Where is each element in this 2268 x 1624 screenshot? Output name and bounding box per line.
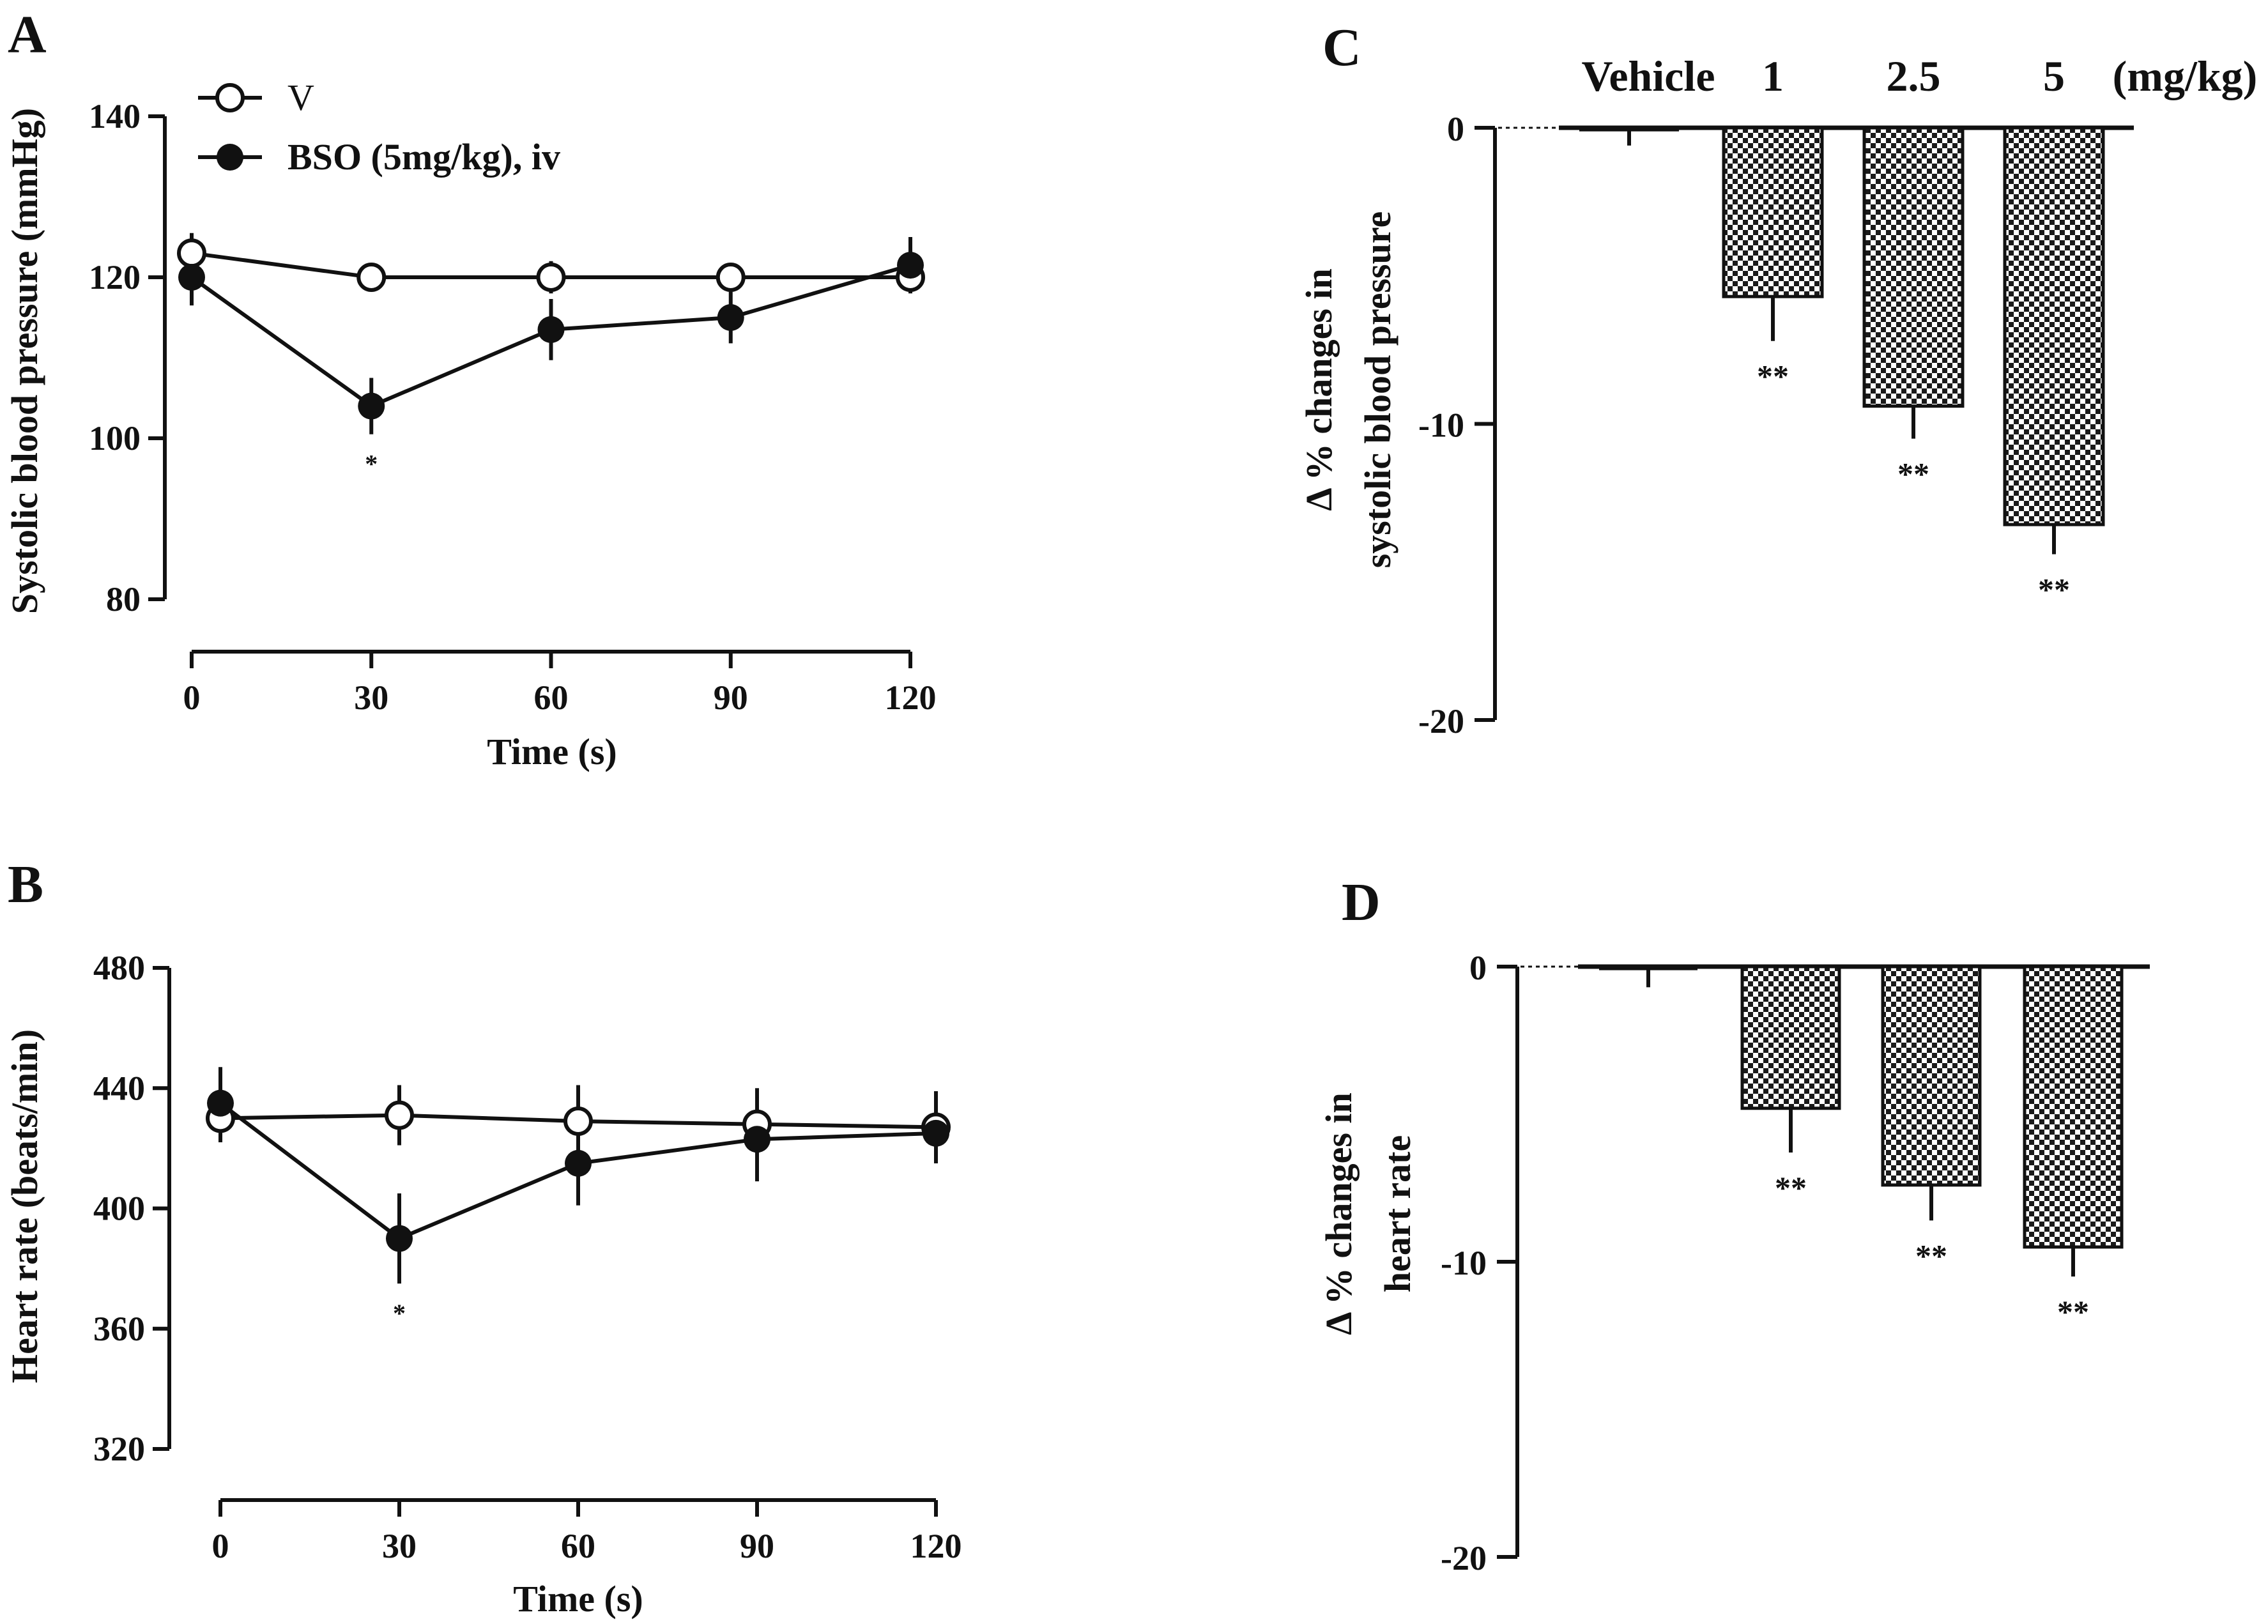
y-tick-label: -10 (1418, 406, 1464, 445)
legend-label-vehicle: V (287, 77, 314, 118)
significance-marker: ** (1897, 456, 1929, 492)
panel-d-ylabel-line1: Δ % changes in (1318, 1092, 1360, 1335)
bar-vehicle (1579, 127, 1679, 132)
panel-c-chart: Vehicle 1 2.5 5 (mg/kg) 0 -10 -20 ** ** ** Δ… (1298, 52, 2257, 740)
y-tick-label: 320 (93, 1430, 145, 1468)
data-point-vehicle (385, 1100, 414, 1130)
panel-letter-c: C (1322, 18, 1361, 77)
data-point-vehicle (536, 263, 566, 292)
y-tick-label: 100 (89, 419, 141, 457)
significance-marker: * (393, 1299, 406, 1328)
data-point-bso (923, 1119, 949, 1147)
y-tick-label: 0 (1469, 949, 1487, 987)
data-point-vehicle (356, 263, 387, 292)
panel-letter-a: A (8, 5, 47, 65)
dose-label-vehicle: Vehicle (1581, 52, 1715, 100)
panel-letter-b: B (8, 855, 43, 914)
dose-label-2-5: 2.5 (1887, 52, 1941, 100)
dose-label-unit: (mg/kg) (2113, 52, 2258, 100)
y-tick-label: -10 (1441, 1244, 1487, 1282)
legend: V BSO (5mg/kg), iv (198, 77, 560, 178)
panel-a-chart: 80 100 120 140 0 30 60 90 120 * Time (s) Systoli… (4, 97, 937, 772)
bar-1 (1722, 126, 1824, 298)
x-tick-label: 0 (212, 1527, 229, 1565)
bar-2-5 (1881, 965, 1982, 1187)
significance-marker: ** (2057, 1294, 2089, 1329)
significance-marker: ** (1915, 1237, 1947, 1273)
panel-d-ylabel-line2: heart rate (1377, 1135, 1418, 1292)
y-tick-label: -20 (1441, 1539, 1487, 1577)
panel-b-xlabel: Time (s) (513, 1578, 643, 1620)
panel-b-axes: 320 360 400 440 480 0 30 60 90 120 (93, 949, 962, 1565)
y-tick-label: 440 (93, 1069, 145, 1107)
x-tick-label: 90 (714, 678, 748, 717)
y-tick-label: 360 (93, 1310, 145, 1348)
data-point-bso (537, 316, 565, 343)
significance-marker: ** (1757, 358, 1789, 394)
panel-a-ylabel: Systolic blood pressure (mmHg) (4, 108, 45, 614)
x-tick-label: 30 (354, 678, 388, 717)
bar-5 (2003, 126, 2105, 526)
y-tick-label: 480 (93, 949, 145, 987)
panel-a-plot: * (177, 233, 925, 479)
x-tick-label: 90 (740, 1527, 774, 1565)
panel-b-chart: 320 360 400 440 480 0 30 60 90 120 * Time (s) Hea… (4, 949, 962, 1620)
bar-5 (2023, 965, 2124, 1249)
data-point-bso (178, 264, 205, 291)
panel-b-ylabel: Heart rate (beats/min) (4, 1029, 45, 1383)
data-point-bso (358, 392, 385, 420)
data-point-bso (717, 304, 744, 331)
panel-d-chart: 0 -10 -20 ** ** ** Δ % changes in heart rate (1318, 949, 2150, 1577)
legend-marker-vehicle (215, 83, 245, 112)
y-tick-label: 120 (89, 258, 141, 296)
bar-vehicle (1599, 966, 1697, 970)
data-point-vehicle (716, 263, 746, 292)
x-tick-label: 60 (561, 1527, 595, 1565)
y-tick-label: 400 (93, 1190, 145, 1228)
x-tick-label: 0 (183, 678, 201, 717)
panel-d-plot: ** ** ** (1599, 965, 2124, 1329)
dose-labels: Vehicle 1 2.5 5 (mg/kg) (1581, 52, 2257, 100)
y-tick-label: 80 (106, 580, 141, 618)
panel-c-ylabel-line2: systolic blood pressure (1357, 211, 1398, 569)
panel-a-axes: 80 100 120 140 0 30 60 90 120 (89, 97, 937, 717)
legend-label-bso: BSO (5mg/kg), iv (287, 136, 560, 178)
data-point-bso (386, 1225, 413, 1252)
panel-c-plot: ** ** ** (1579, 126, 2105, 607)
x-tick-label: 120 (910, 1527, 962, 1565)
panel-a-xlabel: Time (s) (487, 731, 617, 772)
x-tick-label: 120 (885, 678, 937, 717)
panel-letter-d: D (1342, 873, 1381, 932)
x-tick-label: 60 (534, 678, 569, 717)
dose-label-5: 5 (2043, 52, 2065, 100)
dose-label-1: 1 (1762, 52, 1784, 100)
significance-marker: ** (1775, 1170, 1807, 1206)
data-point-bso (565, 1149, 592, 1177)
data-point-bso (744, 1126, 770, 1153)
bar-1 (1740, 965, 1841, 1110)
y-tick-label: 140 (89, 97, 141, 135)
data-point-bso (897, 252, 924, 279)
panel-b-plot: * (206, 1067, 951, 1328)
data-point-bso (207, 1089, 234, 1117)
data-point-vehicle (563, 1107, 593, 1137)
y-tick-label: -20 (1418, 702, 1464, 740)
significance-marker: * (365, 450, 378, 479)
bar-2-5 (1862, 126, 1965, 408)
significance-marker: ** (2038, 571, 2070, 607)
legend-marker-bso (217, 144, 243, 171)
x-tick-label: 30 (382, 1527, 417, 1565)
panel-c-ylabel-line1: Δ % changes in (1298, 268, 1340, 511)
data-point-vehicle (177, 238, 206, 268)
y-tick-label: 0 (1447, 110, 1464, 148)
